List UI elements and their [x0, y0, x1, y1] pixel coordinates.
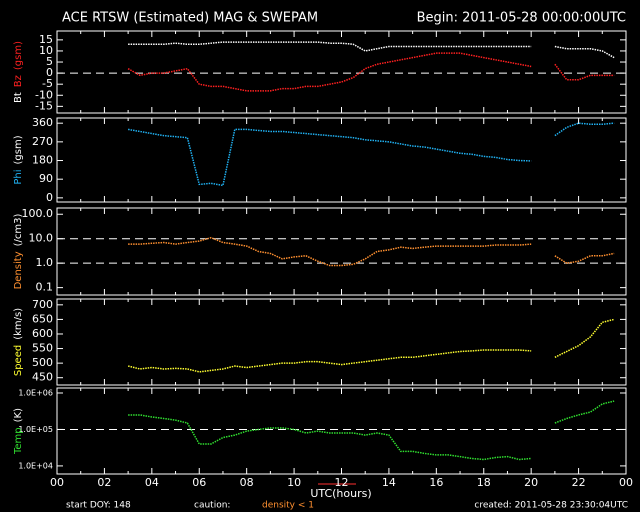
- y-axis-label: Bt Bz (gsm): [13, 41, 24, 103]
- y-tick-label: -10: [35, 88, 53, 101]
- chart-title: ACE RTSW (Estimated) MAG & SWEPAM: [62, 11, 318, 26]
- y-unit: (K): [13, 408, 24, 422]
- y-tick-label: 0: [46, 191, 53, 204]
- x-tick-label: 16: [429, 476, 443, 489]
- y-tick-label: -5: [42, 77, 53, 90]
- x-tick-label: 12: [335, 476, 349, 489]
- y-axis-label: Density (/cm3): [13, 214, 24, 290]
- y-tick-label: 0.1: [36, 281, 54, 294]
- y-tick-label: 1.0E+06: [18, 388, 53, 397]
- legend-entry: Phi: [13, 169, 24, 184]
- x-tick-label: 02: [97, 476, 111, 489]
- series-line: [128, 41, 532, 52]
- caution: caution:: [194, 501, 230, 511]
- begin-time: Begin: 2011-05-28 00:00:00UTC: [417, 11, 626, 26]
- legend-entry: Bt: [13, 92, 24, 103]
- series-line: [128, 414, 532, 461]
- y-tick-label: 10: [39, 44, 53, 57]
- legend-entry: Bz: [13, 75, 24, 87]
- y-axis-label: Speed (km/s): [13, 308, 24, 376]
- y-tick-label: 1.0E+04: [18, 461, 53, 470]
- y-tick-label: 270: [32, 135, 53, 148]
- density-note: density < 1: [262, 501, 314, 511]
- series-line: [554, 63, 615, 81]
- y-tick-label: 180: [32, 154, 53, 167]
- y-tick-label: 360: [32, 116, 53, 129]
- x-tick-label: 18: [477, 476, 491, 489]
- x-tick-label: 08: [240, 476, 254, 489]
- y-tick-label: 15: [39, 33, 53, 46]
- created: created: 2011-05-28 23:30:04UTC: [474, 501, 628, 511]
- series-line: [554, 122, 615, 137]
- x-tick-label: 20: [524, 476, 538, 489]
- x-tick-label: 10: [287, 476, 301, 489]
- legend-entry: Temp: [13, 427, 24, 455]
- start-doy: start DOY: 148: [66, 501, 131, 511]
- series-line: [127, 128, 532, 187]
- y-axis-label: Phi (gsm): [13, 135, 24, 184]
- y-tick-label: 0: [46, 66, 53, 79]
- y-tick-label: 10.0: [29, 232, 54, 245]
- y-tick-label: 1.0: [36, 256, 54, 269]
- legend-entry: Density: [13, 251, 24, 289]
- y-axis-label: Temp (K): [13, 408, 24, 455]
- y-tick-label: 100.0: [22, 207, 54, 220]
- y-tick-label: 700: [32, 298, 53, 311]
- series-line: [554, 252, 615, 264]
- series-line: [554, 318, 615, 358]
- y-unit: (km/s): [13, 308, 24, 340]
- y-unit: (gsm): [13, 135, 24, 164]
- x-tick-label: 00: [50, 476, 64, 489]
- y-unit: (/cm3): [13, 214, 24, 247]
- series-line: [127, 349, 532, 373]
- x-tick-label: 00: [619, 476, 633, 489]
- y-tick-label: 450: [32, 371, 53, 384]
- y-tick-label: 5: [46, 55, 53, 68]
- x-tick-label: 04: [145, 476, 159, 489]
- series-line: [554, 400, 615, 424]
- y-tick-label: 500: [32, 356, 53, 369]
- x-axis-label: UTC(hours): [310, 487, 371, 500]
- legend-entry: Speed: [13, 345, 24, 376]
- y-tick-label: 1.0E+05: [18, 425, 53, 434]
- y-tick-label: 600: [32, 327, 53, 340]
- panel-frame: [56, 207, 627, 296]
- x-tick-label: 06: [192, 476, 206, 489]
- series-line: [128, 236, 532, 267]
- x-tick-label: 22: [572, 476, 586, 489]
- y-tick-label: 650: [32, 312, 53, 325]
- series-line: [554, 45, 615, 59]
- panel-frame: [56, 387, 627, 475]
- y-unit: (gsm): [13, 41, 24, 70]
- y-tick-label: 550: [32, 342, 53, 355]
- panel-frame: [56, 298, 627, 386]
- y-tick-label: -15: [35, 99, 53, 112]
- x-tick-label: 14: [382, 476, 396, 489]
- panel-frame: [56, 117, 627, 203]
- series-line: [127, 52, 532, 92]
- y-tick-label: 90: [39, 172, 53, 185]
